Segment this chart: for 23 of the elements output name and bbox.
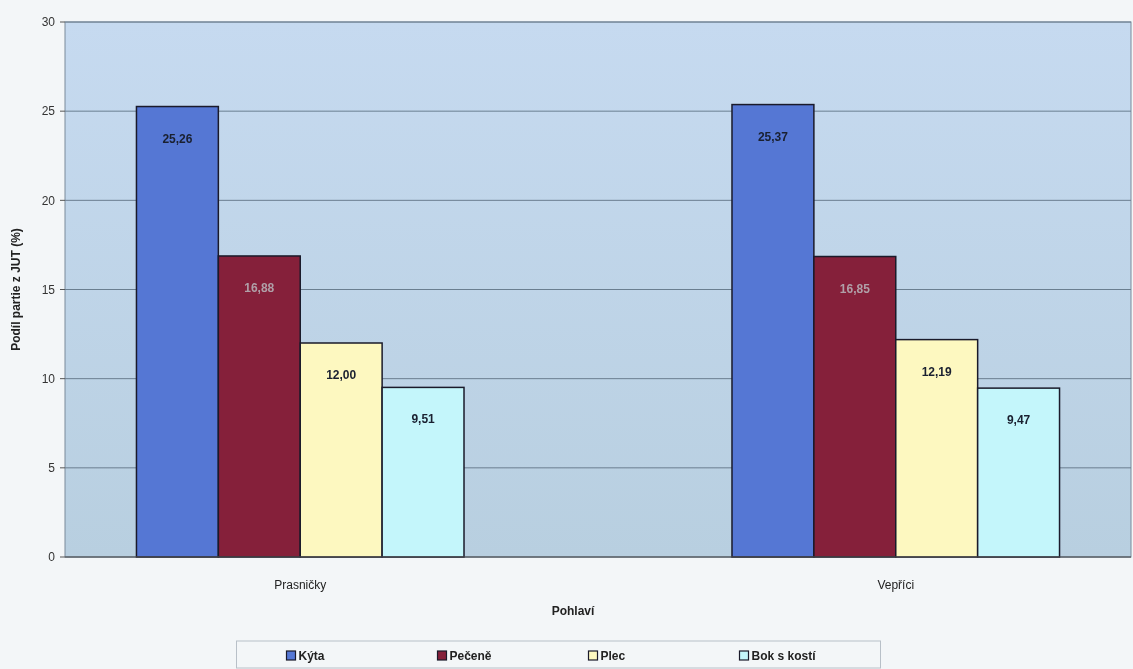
y-tick-label: 15: [41, 282, 56, 297]
data-label: 16,88: [244, 280, 275, 295]
y-tick-label: 10: [41, 371, 56, 386]
data-label: 25,26: [162, 131, 193, 146]
y-tick-label: 20: [41, 193, 56, 208]
y-tick-label: 0: [48, 550, 56, 565]
data-label: 9,51: [411, 412, 436, 427]
data-label: 12,00: [326, 368, 357, 382]
data-label: 16,85: [839, 281, 871, 296]
y-tick-label: 5: [48, 461, 56, 476]
legend-label: Kýta: [298, 649, 325, 663]
data-label: 12,19: [921, 364, 953, 379]
x-axis-title: Pohlaví: [551, 604, 595, 618]
legend-label: Pečeně: [449, 649, 492, 663]
y-tick-label: 30: [41, 15, 56, 30]
data-label: 25,37: [757, 129, 789, 144]
y-axis-title: Podíl partie z JUT (%): [9, 228, 23, 351]
data-label: 9,47: [1006, 413, 1031, 428]
x-tick-label: Vepříci: [877, 578, 915, 592]
legend-label: Plec: [600, 649, 626, 663]
x-tick-label: Prasničky: [274, 578, 327, 592]
legend-label: Bok s kostí: [751, 649, 817, 663]
y-tick-label: 25: [41, 104, 56, 119]
